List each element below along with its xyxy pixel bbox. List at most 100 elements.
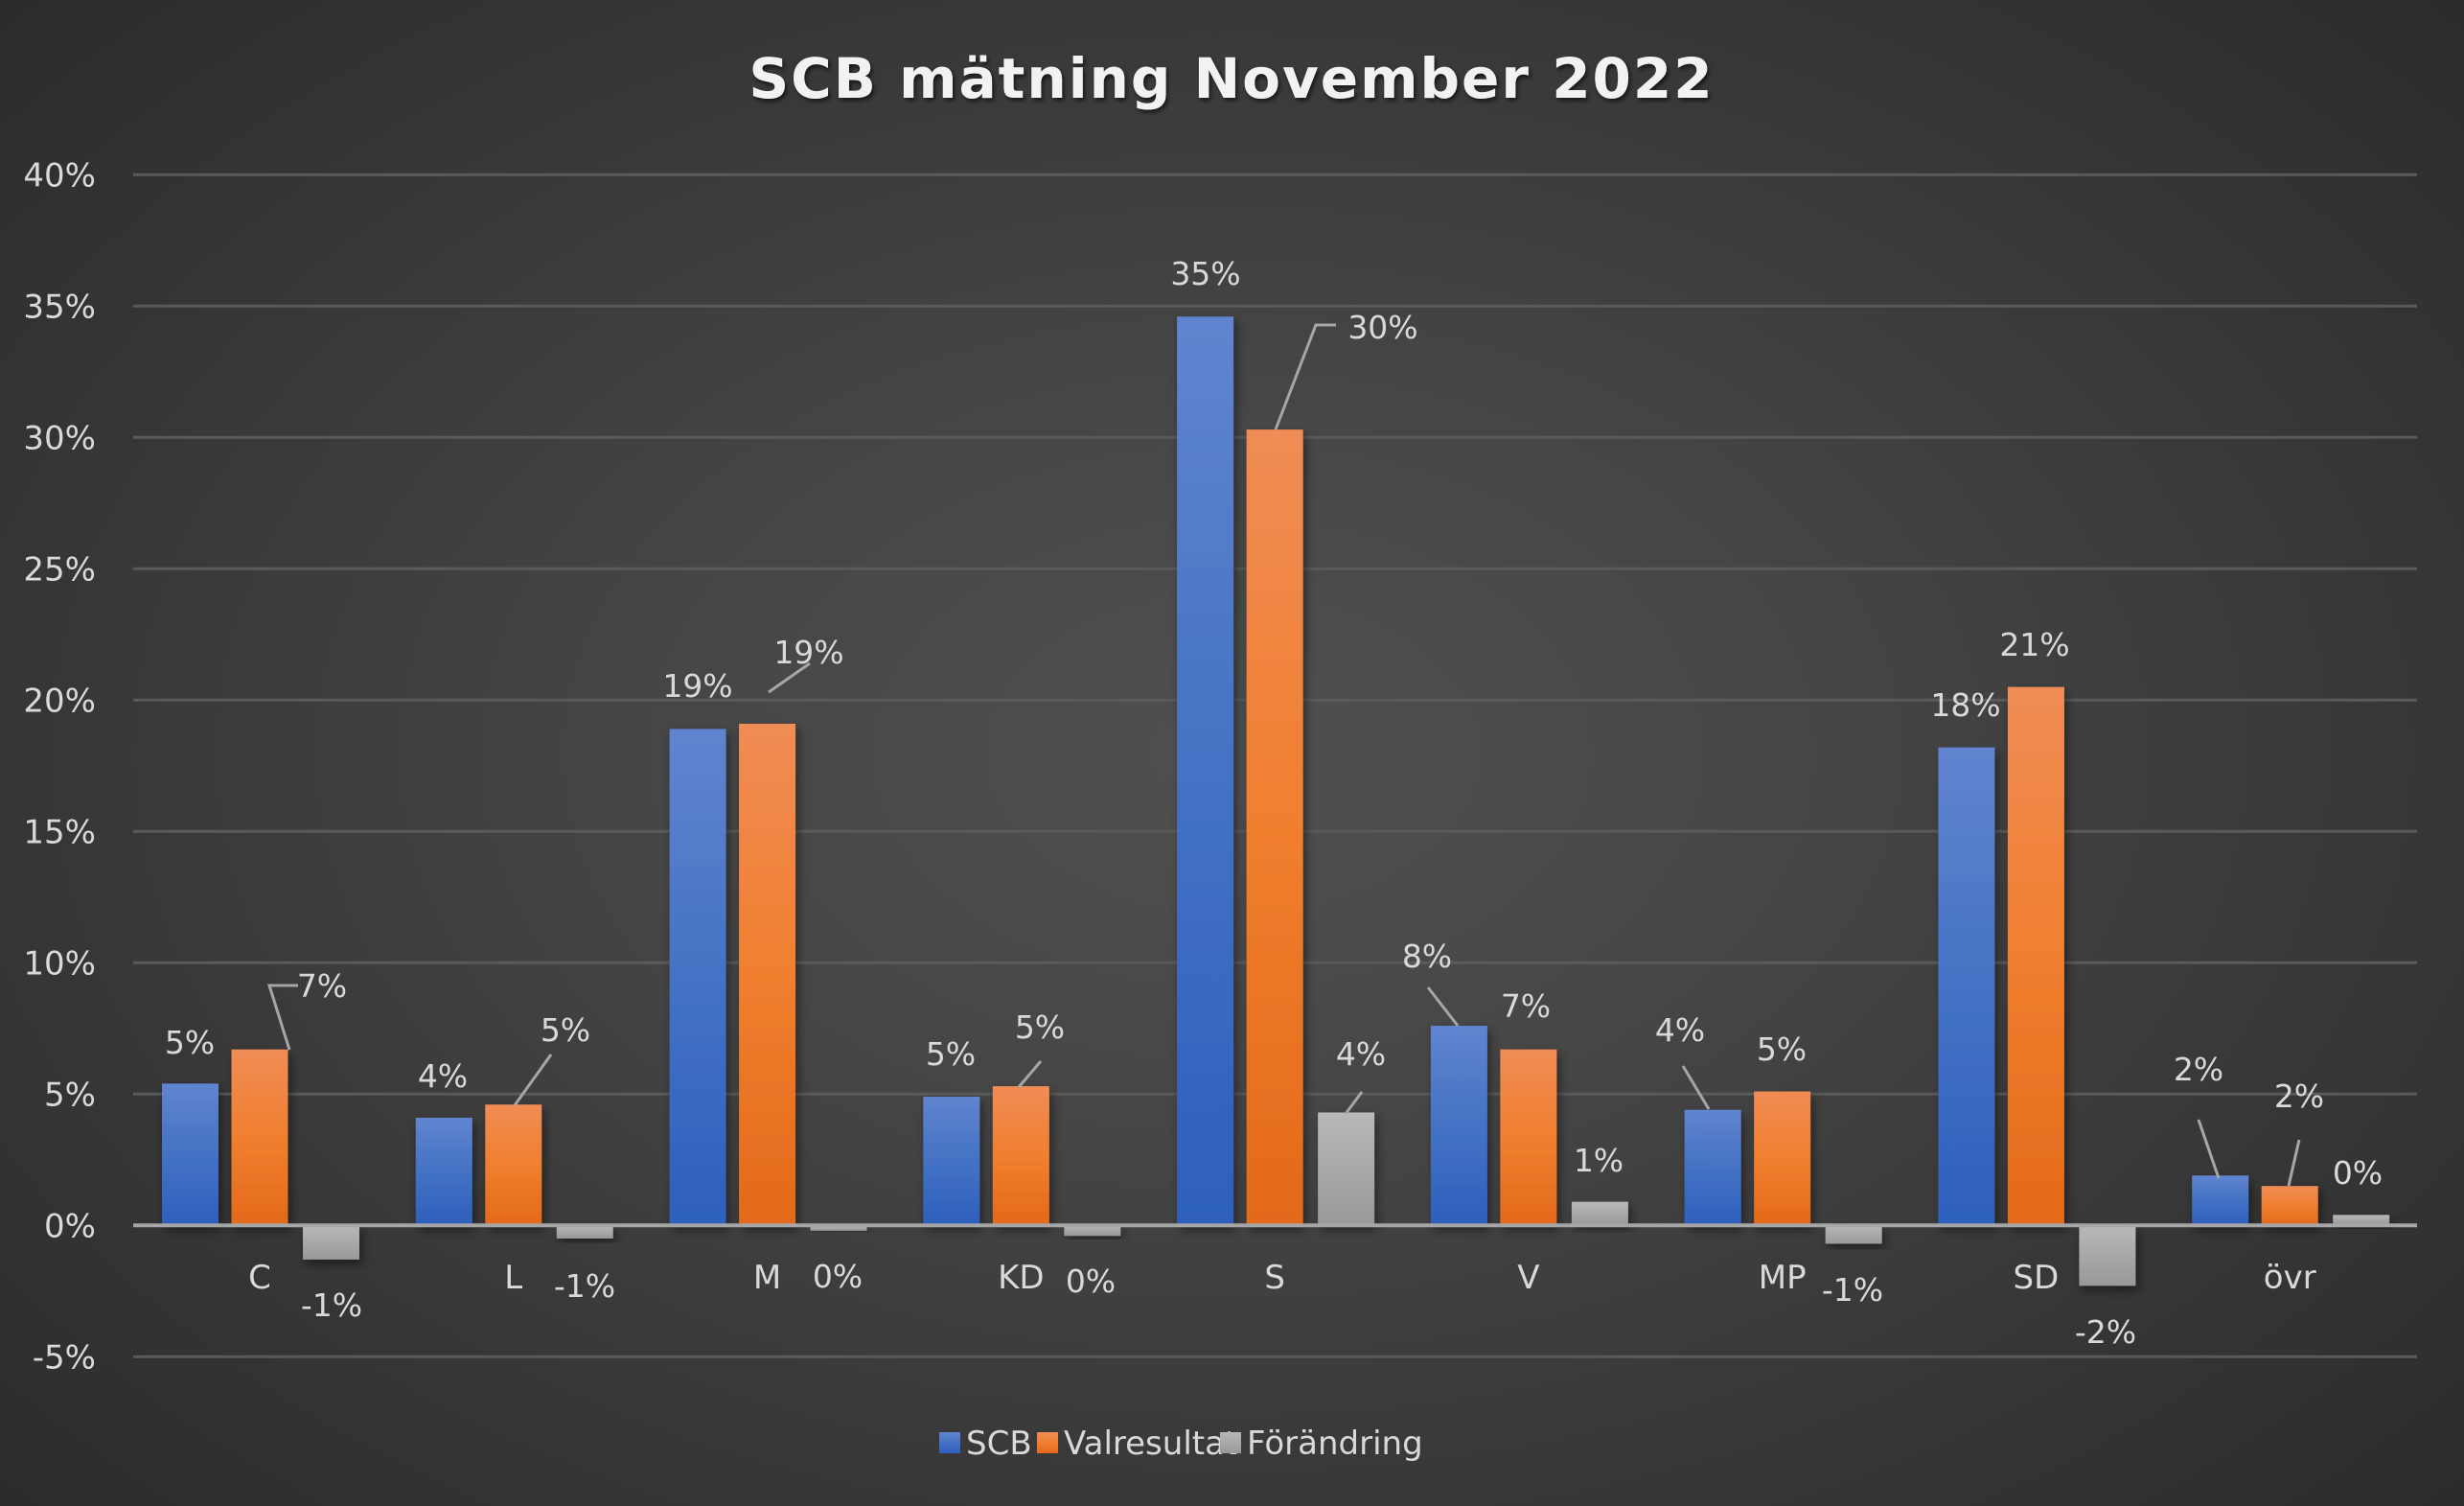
y-tick-label: 30%: [23, 419, 96, 457]
data-labels: 5% 7% -1% 4% 5% -1% 19% 19% 0% 5% 5% 0% 35% 30% 4% 8% 7%…: [165, 255, 2383, 1351]
data-label: 0%: [2333, 1154, 2383, 1192]
y-tick-label: 40%: [23, 156, 96, 195]
leader-line: [513, 1054, 553, 1106]
data-label: 19%: [773, 634, 843, 671]
y-tick-label: 25%: [23, 550, 96, 589]
x-tick-label: L: [504, 1259, 522, 1297]
leader-line: [768, 661, 811, 694]
bar-scb-KD[interactable]: [923, 1097, 980, 1226]
bar-scb-C[interactable]: [162, 1083, 219, 1226]
y-tick-label: 5%: [44, 1076, 96, 1114]
y-tick-label: 0%: [44, 1207, 96, 1245]
data-label: 35%: [1170, 255, 1240, 292]
bar-group-V: [1430, 1026, 1628, 1226]
bar-valresultat-övr[interactable]: [2261, 1186, 2318, 1226]
bar-scb-S[interactable]: [1177, 316, 1234, 1226]
bar-forandring-MP[interactable]: [1825, 1225, 1882, 1244]
bar-valresultat-V[interactable]: [1500, 1049, 1557, 1226]
legend: SCB Valresultat Förändring: [939, 1425, 1423, 1463]
x-tick-label: M: [753, 1259, 781, 1297]
bar-scb-V[interactable]: [1430, 1026, 1487, 1226]
x-axis-labels: C L M KD S V MP SD övr: [248, 1259, 2316, 1297]
bar-valresultat-SD[interactable]: [2007, 686, 2064, 1226]
data-label: 7%: [1501, 987, 1551, 1025]
x-tick-label: C: [248, 1259, 271, 1297]
legend-item-forandring[interactable]: Förändring: [1220, 1425, 1423, 1463]
legend-swatch-scb: [939, 1432, 960, 1453]
bar-forandring-L[interactable]: [556, 1225, 613, 1239]
bar-scb-L[interactable]: [415, 1117, 472, 1226]
y-tick-label: 10%: [23, 944, 96, 983]
x-tick-label: KD: [998, 1259, 1044, 1297]
bar-valresultat-KD[interactable]: [992, 1086, 1049, 1226]
x-tick-label: MP: [1759, 1259, 1807, 1297]
legend-swatch-valresultat: [1037, 1432, 1058, 1453]
data-label: 5%: [926, 1035, 976, 1073]
leader-line: [1274, 323, 1336, 430]
bar-forandring-M[interactable]: [810, 1225, 867, 1231]
data-label: -1%: [301, 1286, 362, 1324]
legend-item-valresultat[interactable]: Valresultat: [1037, 1425, 1237, 1463]
data-label: 4%: [1336, 1035, 1386, 1073]
bar-scb-MP[interactable]: [1684, 1109, 1741, 1226]
bar-forandring-övr[interactable]: [2333, 1215, 2390, 1226]
legend-label-scb: SCB: [966, 1425, 1032, 1463]
data-label: 5%: [1015, 1008, 1065, 1046]
data-label: 2%: [2274, 1077, 2324, 1115]
bar-group-M: [669, 723, 867, 1231]
data-label: 1%: [1574, 1142, 1623, 1179]
data-label: 5%: [165, 1024, 215, 1061]
data-label: 4%: [418, 1057, 468, 1095]
data-label: 30%: [1347, 309, 1417, 346]
bar-valresultat-MP[interactable]: [1754, 1091, 1811, 1226]
chart-title: SCB mätning November 2022: [748, 46, 1714, 111]
data-label: 7%: [297, 967, 347, 1005]
bar-forandring-SD[interactable]: [2079, 1225, 2136, 1286]
leader-line: [1426, 986, 1460, 1027]
data-label: 0%: [813, 1258, 863, 1295]
x-tick-label: V: [1517, 1259, 1539, 1297]
bar-forandring-V[interactable]: [1571, 1201, 1628, 1226]
leader-line: [2197, 1119, 2221, 1179]
bar-valresultat-L[interactable]: [485, 1104, 542, 1226]
leader-line: [1017, 1060, 1043, 1088]
bar-valresultat-S[interactable]: [1246, 429, 1303, 1226]
leader-line: [2287, 1139, 2301, 1187]
data-label: 0%: [1066, 1263, 1116, 1300]
bar-forandring-S[interactable]: [1318, 1112, 1375, 1226]
bar-group-C: [162, 1049, 359, 1260]
y-tick-label: 20%: [23, 682, 96, 720]
bar-scb-M[interactable]: [669, 729, 726, 1226]
legend-item-scb[interactable]: SCB: [939, 1425, 1032, 1463]
bar-valresultat-C[interactable]: [231, 1049, 288, 1226]
bar-forandring-C[interactable]: [303, 1225, 359, 1260]
data-label: 5%: [541, 1011, 590, 1049]
data-label: 18%: [1930, 686, 2000, 724]
bar-scb-övr[interactable]: [2192, 1175, 2249, 1226]
data-label: 8%: [1402, 938, 1452, 975]
leader-line: [1344, 1091, 1364, 1115]
data-label: -1%: [1822, 1271, 1883, 1309]
data-label: 19%: [662, 667, 732, 705]
bar-valresultat-M[interactable]: [739, 723, 796, 1226]
data-label: -2%: [2075, 1313, 2136, 1351]
x-tick-label: S: [1264, 1259, 1285, 1297]
data-label: 2%: [2174, 1051, 2223, 1088]
y-axis-labels: -5% 0% 5% 10% 15% 20% 25% 30% 35% 40%: [23, 156, 96, 1377]
y-tick-label: -5%: [33, 1338, 96, 1377]
legend-label-valresultat: Valresultat: [1064, 1425, 1237, 1463]
leader-line: [266, 984, 298, 1051]
bars: [162, 316, 2390, 1286]
bar-group-L: [415, 1104, 613, 1239]
bar-group-S: [1177, 316, 1375, 1226]
data-label: 5%: [1757, 1031, 1807, 1068]
data-label: 21%: [1999, 626, 2069, 663]
bar-scb-SD[interactable]: [1938, 747, 1995, 1226]
bar-group-övr: [2192, 1175, 2390, 1226]
bar-forandring-KD[interactable]: [1064, 1225, 1121, 1237]
x-tick-label: övr: [2264, 1259, 2316, 1297]
bar-group-KD: [923, 1086, 1121, 1237]
x-tick-label: SD: [2014, 1259, 2060, 1297]
